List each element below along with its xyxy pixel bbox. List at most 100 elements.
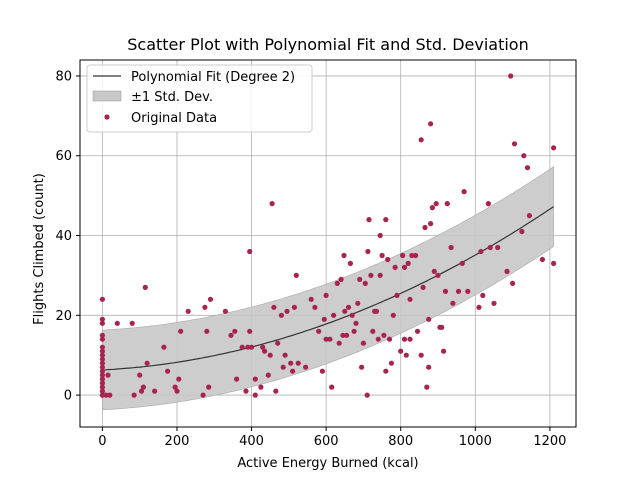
data-point — [407, 296, 413, 302]
data-point — [174, 388, 180, 394]
data-point — [347, 260, 353, 266]
data-point — [319, 368, 325, 374]
data-point — [99, 344, 105, 350]
data-point — [403, 352, 409, 358]
data-point — [521, 153, 527, 159]
data-point — [401, 336, 408, 342]
data-point — [426, 316, 432, 322]
y-axis-label: Flights Climbed (count) — [32, 173, 47, 325]
data-point — [401, 264, 408, 270]
data-point — [409, 252, 415, 259]
data-point — [185, 308, 191, 314]
y-tick-label: 60 — [55, 149, 72, 164]
data-point — [329, 384, 335, 390]
data-point — [202, 304, 208, 310]
data-point — [99, 352, 105, 358]
data-point — [340, 332, 346, 338]
data-point — [200, 392, 206, 398]
data-point — [172, 384, 178, 390]
legend-box — [86, 64, 313, 133]
data-point — [383, 368, 389, 374]
std-dev-band — [102, 166, 554, 411]
data-point — [248, 344, 255, 350]
data-point — [351, 328, 357, 334]
data-point — [478, 248, 484, 255]
data-point — [508, 73, 514, 79]
data-point — [429, 205, 435, 211]
y-tick-label: 20 — [55, 309, 72, 324]
data-point — [398, 348, 404, 354]
data-point — [377, 272, 383, 278]
x-tick-label: 600 — [314, 434, 339, 449]
data-point — [450, 300, 456, 306]
x-axis-label: Active Energy Burned (kcal) — [237, 456, 418, 471]
data-point — [204, 328, 210, 334]
data-point — [99, 368, 105, 374]
data-point — [476, 304, 482, 310]
data-point — [431, 268, 437, 274]
data-point — [424, 384, 430, 390]
data-point — [370, 328, 376, 334]
data-point — [288, 360, 294, 366]
axes-layer: 0 200 400 600 800 1000 1200 0 20 40 60 80 — [55, 69, 566, 449]
data-point — [245, 344, 251, 350]
data-point — [105, 372, 111, 378]
data-point — [379, 252, 385, 259]
data-point — [176, 376, 182, 382]
data-point — [381, 332, 387, 338]
data-point — [459, 260, 465, 266]
data-point — [252, 392, 258, 398]
data-point — [526, 213, 533, 219]
legend-points-label: Original Data — [131, 111, 217, 126]
data-point — [418, 352, 424, 358]
data-point — [165, 368, 171, 374]
data-point — [551, 260, 557, 266]
legend-band-label: ±1 Std. Dev. — [131, 90, 213, 105]
data-point — [316, 328, 322, 334]
data-point — [491, 300, 497, 306]
data-point — [349, 312, 355, 318]
data-point — [551, 145, 557, 151]
data-point — [357, 276, 363, 282]
data-point — [107, 392, 113, 398]
data-point — [99, 380, 105, 386]
data-point — [99, 384, 105, 390]
data-point — [448, 244, 454, 251]
data-point — [365, 248, 371, 255]
data-point — [228, 332, 234, 338]
data-point — [420, 284, 426, 290]
data-point — [275, 340, 281, 346]
data-point — [368, 272, 374, 278]
polynomial-fit-line — [102, 206, 554, 371]
data-point — [137, 372, 143, 378]
data-point — [103, 392, 109, 398]
chart-title: Scatter Plot with Polynomial Fit and Std… — [127, 35, 528, 54]
data-point — [439, 324, 445, 330]
data-point — [344, 332, 350, 338]
data-point — [144, 360, 150, 366]
data-point — [338, 276, 344, 282]
fit-line-layer — [102, 206, 554, 371]
data-point — [99, 336, 105, 342]
std-dev-band-layer — [102, 166, 554, 411]
data-point — [140, 384, 146, 390]
x-tick-label: 1000 — [459, 434, 492, 449]
data-point — [321, 316, 327, 322]
data-point — [336, 340, 342, 346]
y-tick-label: 40 — [55, 229, 72, 244]
legend-fit-label: Polynomial Fit (Degree 2) — [131, 70, 295, 85]
data-point — [308, 296, 314, 302]
data-point — [441, 348, 447, 354]
data-point — [388, 360, 394, 366]
data-point — [342, 308, 348, 314]
data-point — [323, 336, 329, 342]
data-point — [258, 384, 264, 390]
data-point — [99, 296, 105, 302]
data-point — [428, 121, 434, 127]
data-point — [152, 388, 158, 394]
x-tick-label: 0 — [98, 434, 106, 449]
data-point — [327, 336, 333, 342]
data-point — [364, 392, 370, 398]
data-point — [323, 292, 329, 298]
data-point — [282, 352, 288, 358]
